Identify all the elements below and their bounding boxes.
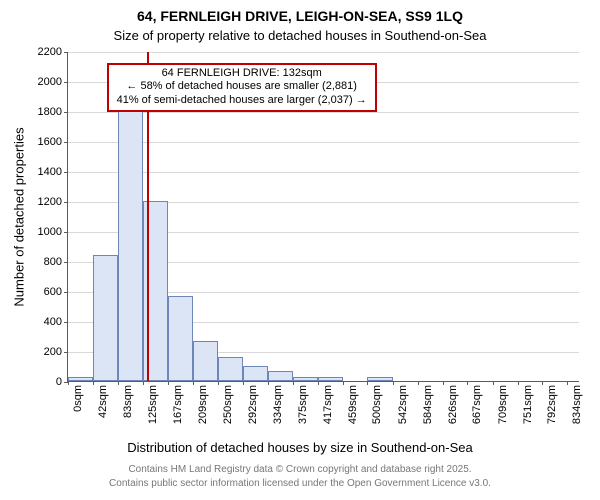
xtick-label: 417sqm (322, 385, 334, 424)
ytick-label: 0 (56, 376, 62, 388)
ytick-label: 1400 (38, 166, 62, 178)
xtick-mark (542, 381, 543, 385)
xtick-mark (418, 381, 419, 385)
plot-area: 0200400600800100012001400160018002000220… (67, 52, 579, 382)
histogram-bar (318, 377, 343, 382)
xtick-mark (193, 381, 194, 385)
histogram-bar (168, 296, 193, 382)
ytick-mark (64, 352, 68, 353)
xtick-mark (443, 381, 444, 385)
ytick-mark (64, 142, 68, 143)
ytick-label: 2200 (38, 46, 62, 58)
xtick-mark (68, 381, 69, 385)
x-axis-label: Distribution of detached houses by size … (0, 440, 600, 455)
histogram-bar (93, 255, 118, 381)
xtick-mark (367, 381, 368, 385)
annotation-line: 64 FERNLEIGH DRIVE: 132sqm (113, 67, 371, 81)
ytick-mark (64, 232, 68, 233)
xtick-mark (567, 381, 568, 385)
gridline (68, 172, 579, 173)
xtick-label: 209sqm (197, 385, 209, 424)
footer-line-2: Contains public sector information licen… (0, 478, 600, 489)
xtick-mark (268, 381, 269, 385)
xtick-label: 0sqm (72, 385, 84, 412)
annotation-box: 64 FERNLEIGH DRIVE: 132sqm← 58% of detac… (107, 63, 377, 112)
xtick-mark (118, 381, 119, 385)
xtick-mark (243, 381, 244, 385)
ytick-mark (64, 292, 68, 293)
ytick-mark (64, 52, 68, 53)
xtick-label: 542sqm (397, 385, 409, 424)
ytick-label: 1800 (38, 106, 62, 118)
annotation-line: 41% of semi-detached houses are larger (… (113, 94, 371, 108)
xtick-mark (518, 381, 519, 385)
xtick-mark (168, 381, 169, 385)
chart-title: 64, FERNLEIGH DRIVE, LEIGH-ON-SEA, SS9 1… (0, 8, 600, 24)
xtick-mark (93, 381, 94, 385)
y-axis-label: Number of detached properties (12, 127, 27, 306)
histogram-bar (118, 111, 143, 381)
xtick-mark (293, 381, 294, 385)
xtick-mark (493, 381, 494, 385)
ytick-label: 2000 (38, 76, 62, 88)
histogram-bar (367, 377, 392, 382)
ytick-mark (64, 112, 68, 113)
xtick-label: 667sqm (471, 385, 483, 424)
histogram-bar (293, 377, 318, 382)
xtick-label: 250sqm (222, 385, 234, 424)
xtick-label: 626sqm (447, 385, 459, 424)
xtick-label: 584sqm (422, 385, 434, 424)
xtick-mark (393, 381, 394, 385)
xtick-label: 334sqm (272, 385, 284, 424)
ytick-label: 600 (44, 286, 62, 298)
histogram-bar (243, 366, 268, 381)
ytick-label: 1600 (38, 136, 62, 148)
histogram-bar (218, 357, 243, 381)
gridline (68, 112, 579, 113)
xtick-label: 834sqm (571, 385, 583, 424)
ytick-label: 400 (44, 316, 62, 328)
xtick-label: 709sqm (497, 385, 509, 424)
xtick-mark (467, 381, 468, 385)
xtick-label: 167sqm (172, 385, 184, 424)
xtick-label: 792sqm (546, 385, 558, 424)
xtick-label: 500sqm (371, 385, 383, 424)
histogram-bar (268, 371, 293, 381)
gridline (68, 52, 579, 53)
xtick-label: 292sqm (247, 385, 259, 424)
ytick-label: 800 (44, 256, 62, 268)
histogram-bar (193, 341, 218, 382)
xtick-label: 459sqm (347, 385, 359, 424)
xtick-mark (218, 381, 219, 385)
xtick-label: 83sqm (122, 385, 134, 418)
xtick-label: 125sqm (147, 385, 159, 424)
xtick-label: 42sqm (97, 385, 109, 418)
ytick-label: 200 (44, 346, 62, 358)
ytick-mark (64, 322, 68, 323)
ytick-label: 1000 (38, 226, 62, 238)
ytick-mark (64, 82, 68, 83)
ytick-mark (64, 202, 68, 203)
xtick-mark (343, 381, 344, 385)
xtick-mark (318, 381, 319, 385)
ytick-label: 1200 (38, 196, 62, 208)
chart-container: 64, FERNLEIGH DRIVE, LEIGH-ON-SEA, SS9 1… (0, 0, 600, 500)
xtick-label: 375sqm (297, 385, 309, 424)
gridline (68, 142, 579, 143)
annotation-line: ← 58% of detached houses are smaller (2,… (113, 80, 371, 94)
ytick-mark (64, 262, 68, 263)
histogram-bar (68, 377, 93, 382)
footer-line-1: Contains HM Land Registry data © Crown c… (0, 464, 600, 475)
xtick-mark (143, 381, 144, 385)
chart-subtitle: Size of property relative to detached ho… (0, 28, 600, 43)
ytick-mark (64, 172, 68, 173)
xtick-label: 751sqm (522, 385, 534, 424)
